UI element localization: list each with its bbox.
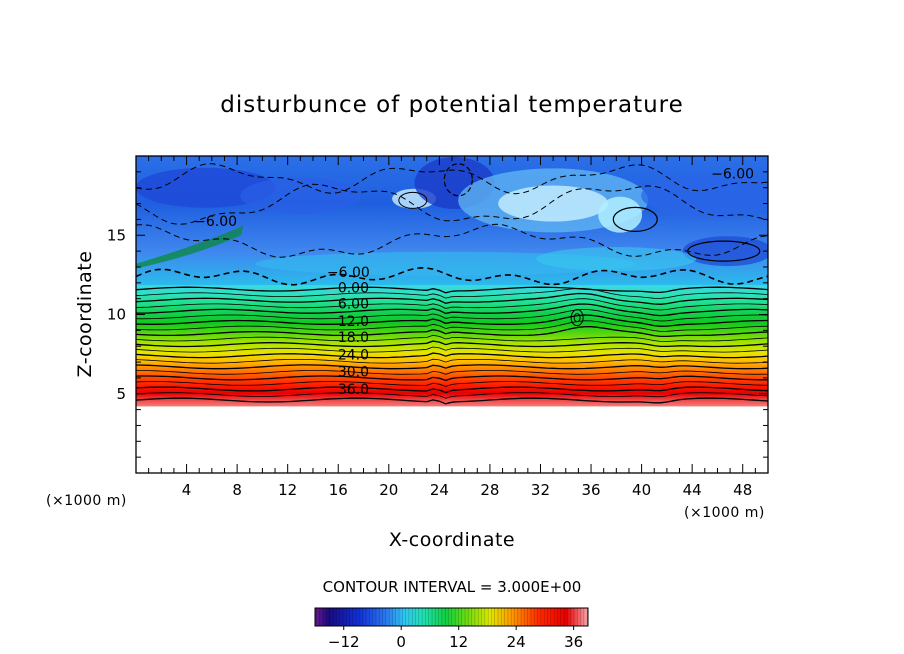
closed-contour [398, 191, 428, 209]
contour-label: 6.00 [338, 297, 369, 313]
contour-interval-text: CONTOUR INTERVAL = 3.000E+00 [323, 578, 582, 596]
y-tick-label: 15 [107, 226, 126, 244]
contour-label: −6.00 [711, 167, 754, 183]
x-tick-label: 16 [329, 481, 348, 499]
contour-line [136, 286, 768, 294]
contour-lines [136, 163, 768, 405]
x-tick-label: 4 [182, 481, 192, 499]
x-tick-label: 12 [278, 481, 297, 499]
plot-area: −6.00−6.00−6.000.006.0012.018.024.030.03… [136, 156, 768, 473]
contour-line [136, 292, 768, 305]
contour-label: 18.0 [338, 330, 369, 346]
colorbar-ticks: −12 0 12 24 36 [328, 626, 583, 651]
negative-contour-line [136, 183, 768, 225]
contour-label: 36.0 [338, 382, 369, 398]
disturbance-blob [498, 185, 609, 222]
x-tick-label: 44 [683, 481, 702, 499]
contour-line [136, 352, 768, 359]
contour-label: 12.0 [338, 314, 369, 330]
contour-line [136, 308, 768, 322]
colorbar-hatch [315, 608, 588, 626]
x-tick-label: 40 [632, 481, 651, 499]
contour-line [136, 370, 768, 375]
x-tick-label: 48 [733, 481, 752, 499]
contour-line [136, 364, 768, 370]
terrain-blank [136, 406, 768, 473]
colorbar-tick-label: −12 [328, 633, 360, 651]
contour-labels: −6.00−6.00−6.000.006.0012.018.024.030.03… [194, 167, 754, 399]
y-tick-label: 10 [107, 306, 126, 324]
contour-line [136, 340, 768, 348]
x-tick-label: 32 [531, 481, 550, 499]
closed-contour [570, 309, 584, 327]
x-axis-label: X-coordinate [389, 529, 515, 551]
x-tick-label: 8 [232, 481, 242, 499]
contour-line [136, 392, 768, 399]
colorbar: −12 0 12 24 36 [314, 607, 589, 651]
y-axis: 5 10 15 [107, 171, 768, 458]
disturbance-blob [536, 247, 697, 272]
disturbance-blob [240, 177, 361, 214]
x-tick-label: 28 [480, 481, 499, 499]
negative-contour-line [136, 266, 768, 286]
contour-line [136, 346, 768, 353]
contour-line [136, 320, 768, 332]
disturbance-blob [598, 196, 643, 233]
colorbar-frame [314, 607, 589, 627]
contour-line [136, 375, 768, 382]
disturbance-blob [136, 167, 276, 208]
contour-line [136, 287, 768, 299]
contour-label: −6.00 [327, 265, 370, 281]
negative-contour-line [136, 163, 768, 195]
contour-label: 24.0 [338, 347, 369, 363]
contour-line [136, 326, 768, 338]
y-unit-label: (×1000 m) [46, 493, 127, 509]
contour-label: 0.00 [338, 281, 369, 297]
x-tick-label: 24 [430, 481, 449, 499]
contour-line [136, 358, 768, 364]
contour-line [136, 386, 768, 394]
contour-line [136, 334, 768, 342]
closed-contour [612, 206, 658, 232]
colorbar-tick-label: 0 [396, 633, 406, 651]
closed-contour [443, 163, 473, 197]
x-tick-label: 20 [379, 481, 398, 499]
y-tick-label: 5 [116, 385, 126, 403]
contour-label: −6.00 [194, 214, 237, 230]
contour-line [136, 298, 768, 311]
contour-line [136, 314, 768, 327]
contour-line [136, 303, 768, 317]
contour-label: 30.0 [338, 365, 369, 381]
closed-contour [573, 313, 581, 323]
colorbar-tick-label: 12 [449, 633, 468, 651]
colorbar-tick-label: 24 [507, 633, 526, 651]
colorbar-tick-label: 36 [564, 633, 583, 651]
x-tick-label: 36 [581, 481, 600, 499]
contour-line [136, 381, 768, 387]
x-unit-label: (×1000 m) [684, 505, 765, 521]
y-axis-label: Z-coordinate [74, 251, 96, 378]
disturbance-blob [641, 173, 768, 218]
chart-title: disturbunce of potential temperature [220, 92, 684, 118]
x-axis: 4 8 12 16 20 24 28 32 36 40 44 48 [148, 156, 756, 499]
closed-contour [687, 240, 761, 262]
warm-streak [136, 225, 244, 269]
contour-line [136, 397, 768, 405]
